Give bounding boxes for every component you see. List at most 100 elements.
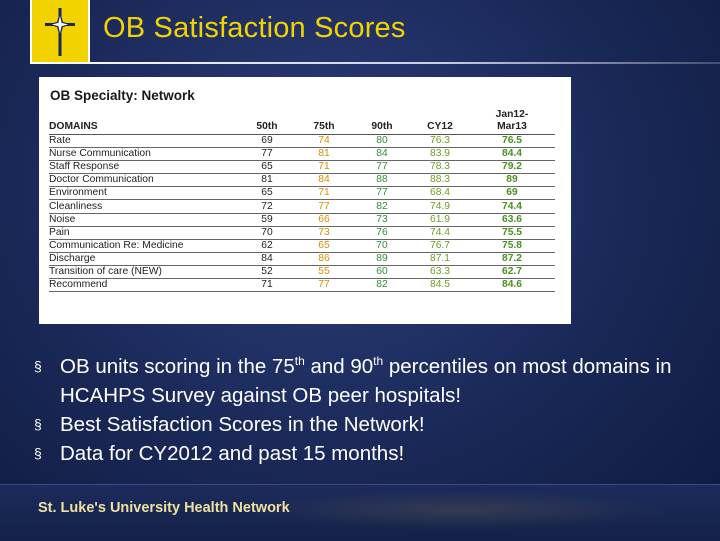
cell-50th: 65 (239, 160, 295, 175)
cell-75th: 71 (295, 160, 353, 175)
cell-50th: 52 (239, 265, 295, 280)
cell-cy12: 74.4 (411, 226, 469, 240)
cell-75th: 73 (295, 226, 353, 240)
table-row: Transition of care (NEW) 52 55 60 63.3 6… (49, 265, 555, 280)
cell-75th: 55 (295, 265, 353, 280)
cell-domain: Recommend (49, 278, 239, 293)
cell-cy12: 76.7 (411, 239, 469, 253)
table-heading: OB Specialty: Network (50, 88, 195, 103)
cell-50th: 62 (239, 239, 295, 253)
cell-domain: Staff Response (49, 160, 239, 175)
column-header-75th: 75th (295, 106, 353, 135)
bullet-list: § OB units scoring in the 75th and 90th … (34, 352, 720, 468)
cell-90th: 88 (353, 173, 411, 188)
table-row: Discharge 84 86 89 87.1 87.2 (49, 252, 555, 266)
cell-90th: 84 (353, 147, 411, 162)
cell-period: 79.2 (469, 160, 555, 175)
cell-50th: 77 (239, 147, 295, 162)
scores-table-panel: OB Specialty: Network DOMAINS 50th 75th … (39, 77, 571, 324)
bullet-marker-icon: § (34, 445, 42, 461)
footer-bar (0, 484, 720, 541)
cell-50th: 81 (239, 173, 295, 188)
bullet-sup-2: th (373, 354, 384, 369)
cell-50th: 65 (239, 186, 295, 201)
column-header-domains: DOMAINS (49, 106, 239, 135)
cell-90th: 76 (353, 226, 411, 240)
bullet-marker-icon: § (34, 358, 42, 374)
slide-title: OB Satisfaction Scores (103, 12, 406, 44)
column-header-period-line1: Jan12- (495, 109, 529, 120)
cell-period: 84.6 (469, 278, 555, 293)
cell-50th: 70 (239, 226, 295, 240)
footer-organization: St. Luke's University Health Network (38, 500, 290, 516)
table-row: Environment 65 71 77 68.4 69 (49, 186, 555, 201)
cell-75th: 77 (295, 199, 353, 214)
cell-domain: Cleanliness (49, 199, 239, 214)
cell-90th: 70 (353, 239, 411, 253)
cell-75th: 65 (295, 239, 353, 253)
cell-domain: Noise (49, 213, 239, 227)
cell-90th: 60 (353, 265, 411, 280)
cell-50th: 72 (239, 199, 295, 214)
footer-decoration (250, 490, 670, 530)
cell-90th: 77 (353, 186, 411, 201)
cell-cy12: 76.3 (411, 134, 469, 149)
logo (30, 0, 90, 64)
cell-period: 69 (469, 186, 555, 201)
cell-period: 89 (469, 173, 555, 188)
table-body: Rate 69 74 80 76.3 76.5 Nurse Communicat… (49, 134, 555, 293)
column-header-period-line2: Mar13 (497, 121, 527, 132)
cell-cy12: 88.3 (411, 173, 469, 188)
cell-75th: 66 (295, 213, 353, 227)
cell-domain: Nurse Communication (49, 147, 239, 162)
bullet-item: § Best Satisfaction Scores in the Networ… (34, 410, 720, 439)
title-divider (30, 62, 720, 64)
table-row: Doctor Communication 81 84 88 88.3 89 (49, 173, 555, 188)
cell-90th: 80 (353, 134, 411, 149)
bullet-text-1a: OB units scoring in the 75 (60, 355, 295, 378)
cell-50th: 69 (239, 134, 295, 149)
cell-90th: 82 (353, 199, 411, 214)
cell-period: 84.4 (469, 147, 555, 162)
cell-domain: Doctor Communication (49, 173, 239, 188)
cell-cy12: 83.9 (411, 147, 469, 162)
bullet-text-1b: and 90 (304, 355, 374, 378)
table-row: Nurse Communication 77 81 84 83.9 84.4 (49, 147, 555, 162)
bullet-text-2: Best Satisfaction Scores in the Network! (60, 413, 425, 436)
column-header-90th: 90th (353, 106, 411, 135)
cell-75th: 71 (295, 186, 353, 201)
star-cross-icon (45, 8, 75, 56)
cell-period: 75.5 (469, 226, 555, 240)
table-row: Staff Response 65 71 77 78.3 79.2 (49, 160, 555, 175)
bullet-sup-1: th (294, 354, 305, 369)
bullet-item: § OB units scoring in the 75th and 90th … (34, 352, 720, 410)
cell-50th: 71 (239, 278, 295, 293)
column-header-cy12: CY12 (411, 106, 469, 135)
bullet-marker-icon: § (34, 416, 42, 432)
table-row: Noise 59 66 73 61.9 63.6 (49, 213, 555, 227)
table-header-row: DOMAINS 50th 75th 90th CY12 Jan12- Mar13 (49, 106, 555, 135)
cell-50th: 59 (239, 213, 295, 227)
cell-cy12: 84.5 (411, 278, 469, 293)
table-row: Pain 70 73 76 74.4 75.5 (49, 226, 555, 240)
cell-period: 74.4 (469, 199, 555, 214)
cell-domain: Discharge (49, 252, 239, 266)
cell-domain: Communication Re: Medicine (49, 239, 239, 253)
bullet-item: § Data for CY2012 and past 15 months! (34, 439, 720, 468)
cell-period: 62.7 (469, 265, 555, 280)
column-header-period: Jan12- Mar13 (469, 106, 555, 135)
cell-75th: 74 (295, 134, 353, 149)
cell-90th: 82 (353, 278, 411, 293)
cell-domain: Transition of care (NEW) (49, 265, 239, 280)
table-row: Recommend 71 77 82 84.5 84.6 (49, 278, 555, 293)
cell-cy12: 68.4 (411, 186, 469, 201)
cell-75th: 84 (295, 173, 353, 188)
cell-period: 63.6 (469, 213, 555, 227)
cell-domain: Pain (49, 226, 239, 240)
table-row: Cleanliness 72 77 82 74.9 74.4 (49, 199, 555, 214)
cell-90th: 77 (353, 160, 411, 175)
cell-domain: Rate (49, 134, 239, 149)
cell-50th: 84 (239, 252, 295, 266)
cell-domain: Environment (49, 186, 239, 201)
cell-cy12: 61.9 (411, 213, 469, 227)
